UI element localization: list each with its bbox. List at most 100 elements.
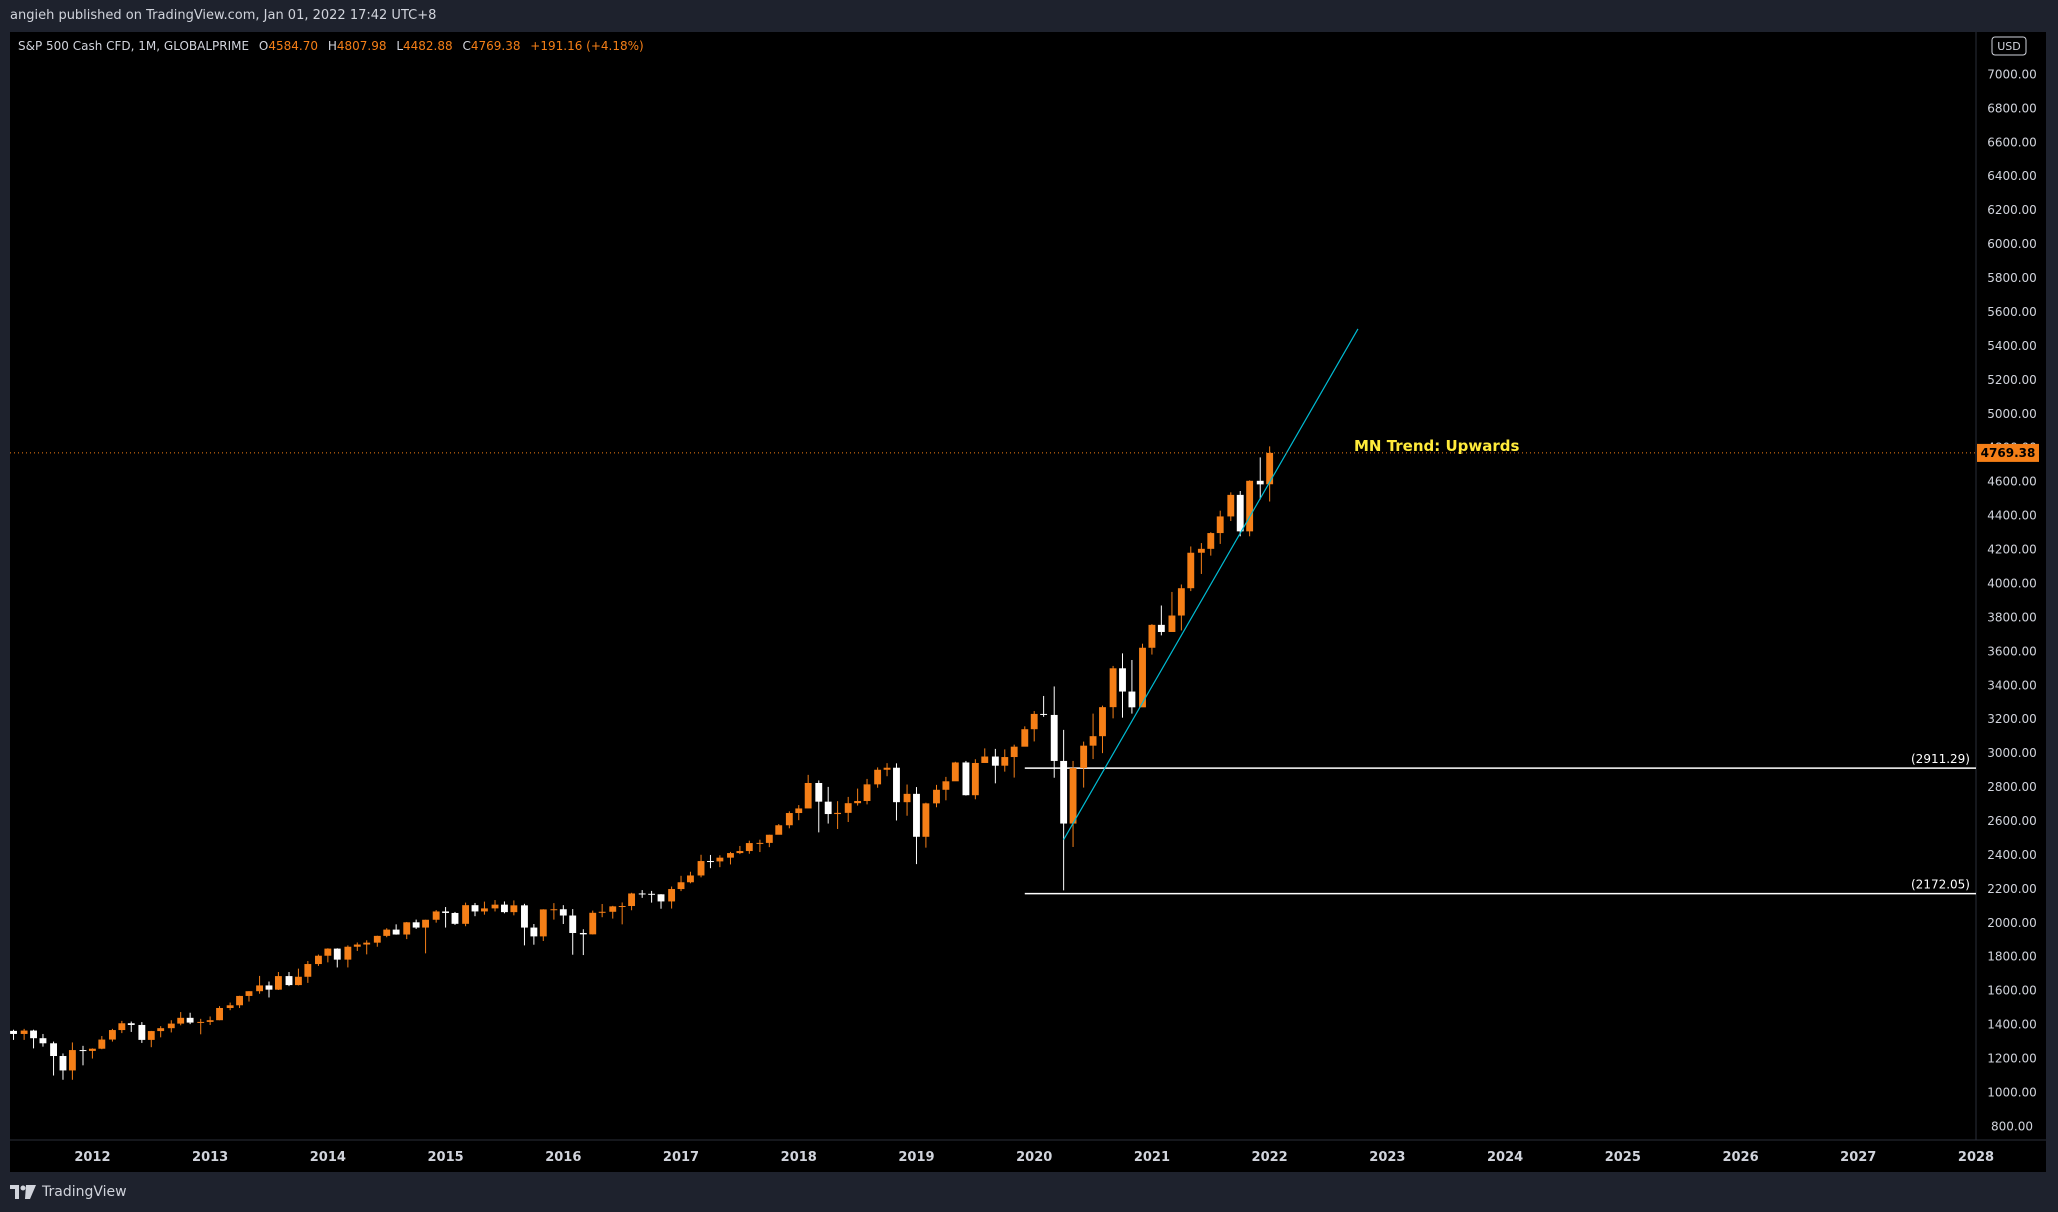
candle-body: [815, 782, 823, 802]
candle-body: [638, 893, 646, 895]
candle-body: [1246, 480, 1254, 532]
y-tick-label: 1800.00: [1987, 950, 2037, 964]
candle-body: [903, 793, 911, 803]
time-axis: 2012 2013 2014 2015 2016 2017 2018 2019 2020 2021…: [74, 1150, 1994, 1165]
candle-body: [598, 911, 606, 913]
x-tick-label: 2017: [663, 1150, 699, 1165]
candle-body: [530, 927, 538, 937]
ohlc-legend: S&P 500 Cash CFD, 1M, GLOBALPRIME O4584.…: [18, 39, 644, 53]
candle-body: [628, 893, 636, 907]
candle-body: [30, 1030, 37, 1039]
candle-body: [1050, 714, 1058, 761]
x-tick-label: 2018: [781, 1150, 817, 1165]
candle-body: [226, 1005, 234, 1008]
candle-body: [844, 803, 852, 813]
candle-body: [1168, 615, 1176, 632]
legend-o-label: O: [259, 39, 268, 53]
footer-brand: TradingView: [42, 1184, 127, 1200]
candle-body: [785, 813, 793, 826]
candle-body: [874, 769, 882, 785]
currency-label: USD: [1997, 40, 2021, 53]
candle-body: [804, 782, 812, 809]
candle-body: [236, 995, 243, 1006]
candle-body: [491, 904, 499, 909]
y-tick-label: 3200.00: [1987, 712, 2037, 726]
candle-body: [167, 1023, 175, 1029]
candle-body: [1069, 768, 1077, 824]
candle-body: [265, 985, 273, 990]
y-tick-label: 5400.00: [1987, 339, 2037, 353]
candle-body: [824, 801, 832, 815]
legend-l-label: L: [396, 39, 403, 53]
x-tick-label: 2012: [74, 1150, 110, 1165]
candle-body: [550, 909, 558, 911]
candle-body: [618, 906, 626, 908]
y-tick-label: 5000.00: [1987, 407, 2037, 421]
candle-body: [1040, 713, 1048, 715]
y-tick-label: 1400.00: [1987, 1018, 2037, 1032]
candle-body: [315, 955, 322, 965]
x-tick-label: 2014: [310, 1150, 346, 1165]
time-axis-pane[interactable]: [10, 1140, 2046, 1172]
y-tick-label: 2800.00: [1987, 780, 2037, 794]
x-tick-label: 2028: [1958, 1150, 1994, 1165]
candle-body: [50, 1043, 57, 1057]
candle-body: [854, 800, 862, 804]
candle-body: [1266, 452, 1274, 485]
trend-annotation: MN Trend: Upwards: [1354, 437, 1520, 455]
legend-change: +191.16 (+4.18%): [530, 39, 643, 53]
y-tick-label: 4600.00: [1987, 475, 2037, 489]
x-tick-label: 2020: [1016, 1150, 1052, 1165]
y-tick-label: 2400.00: [1987, 848, 2037, 862]
y-tick-label: 3800.00: [1987, 610, 2037, 624]
footer-bar: TradingView: [0, 1172, 2058, 1212]
y-tick-label: 4400.00: [1987, 509, 2037, 523]
candle-body: [480, 908, 488, 912]
candle-body: [716, 857, 724, 862]
candle-body: [922, 803, 930, 837]
candle-body: [39, 1038, 47, 1044]
last-price-tag: [1977, 443, 2039, 462]
y-tick-label: 4000.00: [1987, 576, 2037, 590]
legend-l-value: 4482.88: [403, 39, 453, 53]
candle-body: [1207, 533, 1215, 549]
candle-body: [1030, 713, 1038, 730]
candle-body: [138, 1024, 146, 1040]
candle-body: [147, 1031, 155, 1040]
currency-badge[interactable]: USD: [1991, 36, 2027, 56]
candle-body: [668, 889, 676, 902]
legend-c-value: 4769.38: [471, 39, 521, 53]
candle-body: [206, 1020, 214, 1022]
candle-body: [1001, 757, 1009, 766]
candle-body: [333, 948, 341, 960]
last-price-group: 4769.38: [10, 443, 2039, 462]
candle-body: [863, 784, 871, 801]
price-chart[interactable]: 800.00 1000.00 1200.00 1400.00 1600.00 1800.0…: [0, 0, 2058, 1172]
candle-body: [383, 929, 391, 936]
candle-body: [197, 1021, 205, 1023]
trend-line[interactable]: [1063, 328, 1359, 840]
candle-body: [559, 909, 567, 916]
price-axis-pane[interactable]: [1976, 32, 2046, 1140]
trendline-group: [1063, 328, 1359, 840]
y-tick-label: 3400.00: [1987, 678, 2037, 692]
candle-body: [883, 767, 891, 770]
candle-body: [1109, 668, 1117, 708]
x-tick-label: 2027: [1840, 1150, 1876, 1165]
candle-body: [432, 911, 440, 920]
y-tick-label: 5800.00: [1987, 271, 2037, 285]
candle-body: [1148, 624, 1156, 648]
candle-body: [344, 946, 352, 960]
candle-body: [687, 875, 694, 883]
y-tick-label: 800.00: [1991, 1119, 2033, 1133]
candle-body: [942, 781, 950, 790]
y-tick-label: 3000.00: [1987, 746, 2037, 760]
candle-body: [451, 912, 459, 924]
candle-body: [971, 762, 979, 796]
candle-body: [765, 834, 773, 843]
x-tick-label: 2013: [192, 1150, 228, 1165]
candle-body: [609, 906, 617, 912]
candle-body: [745, 843, 753, 852]
candle-body: [274, 976, 282, 990]
candle-body: [991, 756, 999, 766]
